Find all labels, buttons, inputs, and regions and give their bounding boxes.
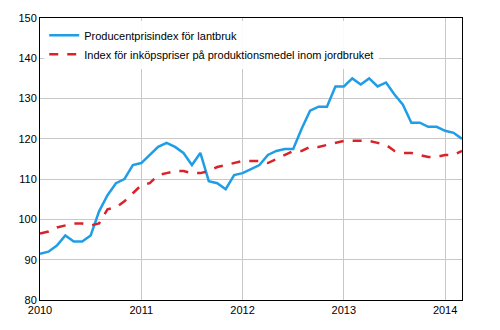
- svg-text:Producentprisindex för lantbru: Producentprisindex för lantbruk: [84, 30, 237, 42]
- svg-text:2014: 2014: [433, 304, 457, 316]
- svg-text:120: 120: [18, 133, 36, 145]
- svg-text:150: 150: [18, 12, 36, 24]
- svg-text:2010: 2010: [28, 304, 52, 316]
- svg-text:Index för inköpspriser på prod: Index för inköpspriser på produktionsmed…: [84, 49, 373, 61]
- svg-text:90: 90: [25, 254, 37, 266]
- svg-text:2013: 2013: [332, 304, 356, 316]
- svg-text:100: 100: [18, 213, 36, 225]
- svg-text:2012: 2012: [230, 304, 254, 316]
- svg-text:80: 80: [25, 294, 37, 306]
- svg-text:130: 130: [18, 92, 36, 104]
- svg-text:140: 140: [18, 52, 36, 64]
- svg-text:110: 110: [19, 173, 37, 185]
- svg-text:2011: 2011: [129, 304, 153, 316]
